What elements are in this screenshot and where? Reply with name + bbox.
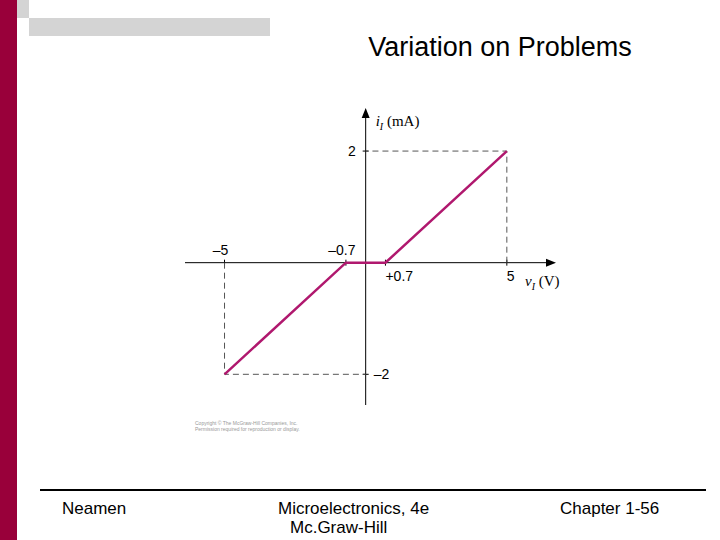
x-tick-label: 5 xyxy=(507,268,515,284)
footer-book: Microelectronics, 4e xyxy=(278,499,429,518)
chart: iI (mA) vI (V) –5 –0.7 +0.7 5 2 –2 xyxy=(185,108,560,405)
y-tick-label: –2 xyxy=(374,366,390,382)
label-unit: (mA) xyxy=(383,113,419,130)
guide-line xyxy=(366,151,507,263)
title: Variation on Problems xyxy=(368,32,632,62)
y-axis xyxy=(365,112,366,405)
data-group xyxy=(225,151,507,374)
footer-author: Neamen xyxy=(62,499,126,518)
y-label: iI (mA) xyxy=(376,113,420,132)
guide-line xyxy=(225,263,366,375)
x-arrow xyxy=(546,259,556,267)
footer-publisher: Mc.Graw-Hill xyxy=(290,518,387,537)
slide: Variation on Problems Neamen Microelectron… xyxy=(0,0,720,540)
x-tick-label: +0.7 xyxy=(385,268,413,284)
footer-rule xyxy=(40,489,706,491)
data-line xyxy=(225,151,507,374)
x-tick-label: –0.7 xyxy=(328,242,355,258)
corner-box xyxy=(17,0,29,18)
x-tick-label: –5 xyxy=(213,242,229,258)
label-unit: (V) xyxy=(535,273,560,290)
footer-page: Chapter 1-56 xyxy=(560,499,659,518)
y-arrow xyxy=(362,108,370,118)
copyright: Permission required for reproduction or … xyxy=(195,426,300,432)
top-bar xyxy=(29,18,270,36)
x-label: vI (V) xyxy=(525,273,560,292)
side-bar xyxy=(0,0,17,540)
y-tick-label: 2 xyxy=(348,143,356,159)
